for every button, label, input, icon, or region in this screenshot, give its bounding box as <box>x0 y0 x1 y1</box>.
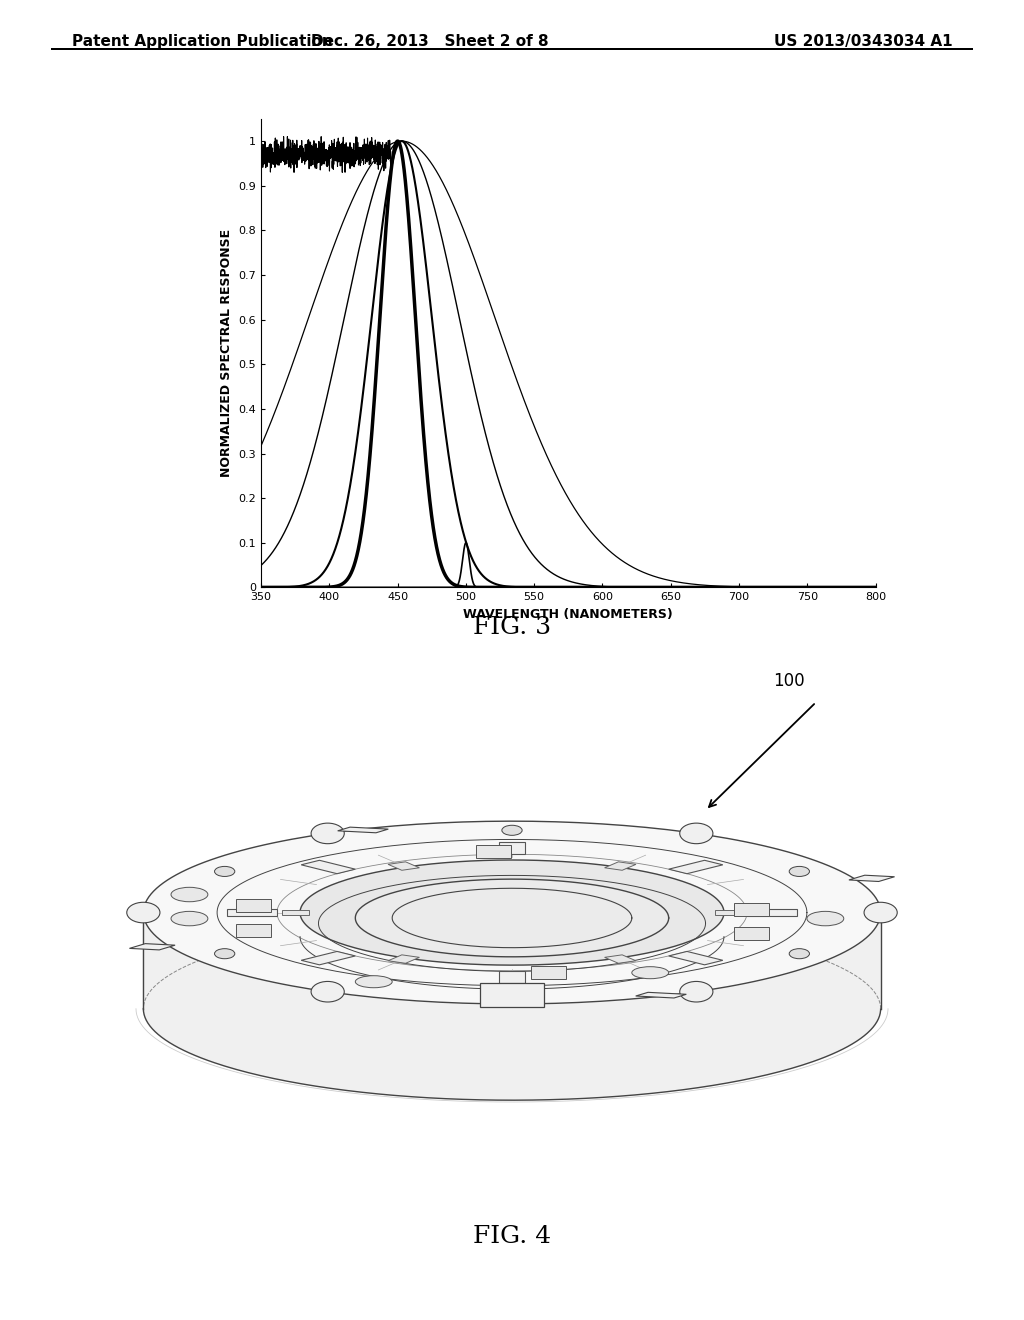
Ellipse shape <box>171 887 208 902</box>
Ellipse shape <box>311 824 344 843</box>
Ellipse shape <box>171 911 208 925</box>
Polygon shape <box>499 842 525 854</box>
Text: FIG. 3: FIG. 3 <box>473 616 551 639</box>
Text: Patent Application Publication: Patent Application Publication <box>72 34 333 49</box>
Polygon shape <box>604 954 636 964</box>
Bar <box>531 966 566 979</box>
Ellipse shape <box>680 824 713 843</box>
Ellipse shape <box>355 975 392 987</box>
Polygon shape <box>355 879 669 957</box>
Polygon shape <box>143 821 881 1005</box>
Polygon shape <box>746 909 798 916</box>
Ellipse shape <box>502 990 522 999</box>
Text: FIG. 4: FIG. 4 <box>473 1225 551 1247</box>
Bar <box>237 899 271 912</box>
Polygon shape <box>669 952 723 965</box>
Bar <box>476 845 511 858</box>
Ellipse shape <box>215 949 234 958</box>
Polygon shape <box>301 861 355 874</box>
Bar <box>734 927 769 940</box>
Ellipse shape <box>790 949 809 958</box>
Ellipse shape <box>632 966 669 978</box>
Polygon shape <box>669 861 723 874</box>
Bar <box>480 983 545 1007</box>
Bar <box>237 924 271 937</box>
Polygon shape <box>338 828 388 833</box>
Ellipse shape <box>790 866 809 876</box>
Ellipse shape <box>215 866 234 876</box>
Polygon shape <box>301 952 355 965</box>
Y-axis label: NORMALIZED SPECTRAL RESPONSE: NORMALIZED SPECTRAL RESPONSE <box>220 230 232 477</box>
Text: 100: 100 <box>773 672 804 690</box>
Polygon shape <box>715 909 742 915</box>
Polygon shape <box>499 970 525 983</box>
Polygon shape <box>388 862 420 870</box>
Polygon shape <box>129 944 175 950</box>
Ellipse shape <box>127 903 160 923</box>
Text: Dec. 26, 2013   Sheet 2 of 8: Dec. 26, 2013 Sheet 2 of 8 <box>311 34 549 49</box>
Polygon shape <box>226 909 278 916</box>
Ellipse shape <box>311 982 344 1002</box>
Polygon shape <box>388 954 420 964</box>
Ellipse shape <box>502 825 522 836</box>
Ellipse shape <box>807 911 844 925</box>
Polygon shape <box>636 993 686 998</box>
Polygon shape <box>604 862 636 870</box>
Bar <box>734 903 769 916</box>
Polygon shape <box>300 861 724 965</box>
X-axis label: WAVELENGTH (NANOMETERS): WAVELENGTH (NANOMETERS) <box>464 607 673 620</box>
Polygon shape <box>143 912 881 1100</box>
Polygon shape <box>849 875 895 882</box>
Polygon shape <box>282 909 309 915</box>
Text: US 2013/0343034 A1: US 2013/0343034 A1 <box>774 34 952 49</box>
Ellipse shape <box>680 982 713 1002</box>
Ellipse shape <box>864 903 897 923</box>
